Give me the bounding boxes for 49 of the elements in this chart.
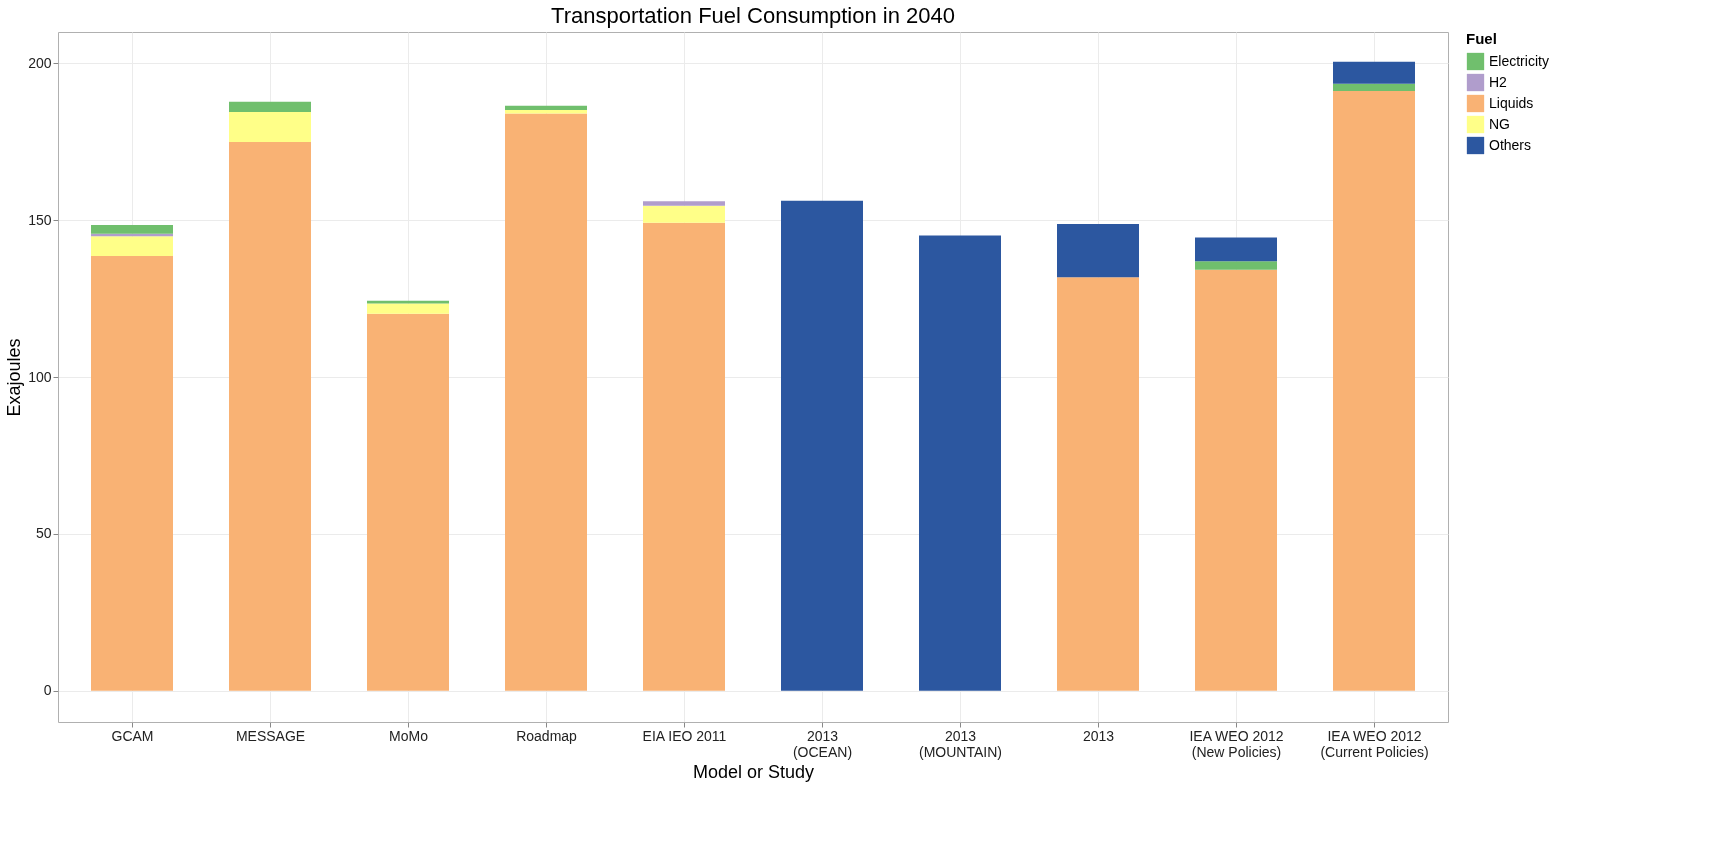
y-tick-label: 0 [43, 682, 52, 699]
x-tick-label: 2013 (MOUNTAIN) [919, 727, 1002, 760]
legend-label: Electricity [1489, 52, 1549, 69]
bar [505, 110, 587, 114]
y-tick-label: 100 [28, 368, 52, 385]
x-tick-label: 2013 (OCEAN) [792, 727, 853, 760]
bar [1057, 223, 1139, 278]
chart-title: Transportation Fuel Consumption in 2040 [551, 3, 955, 28]
bar [229, 111, 311, 143]
x-tick-label: IEA WEO 2012 (New Policies) [1189, 727, 1284, 760]
y-axis-title: Exajoules [4, 338, 25, 417]
bar [91, 224, 173, 234]
bar [367, 313, 449, 691]
x-tick-label: GCAM [111, 727, 154, 744]
bar [919, 235, 1001, 691]
bar [1057, 277, 1139, 691]
bar [1333, 83, 1415, 91]
bar [1195, 261, 1277, 270]
bar [1333, 90, 1415, 691]
x-tick-label: MoMo [389, 727, 429, 744]
bar [505, 113, 587, 691]
x-tick-label: EIA IEO 2011 [642, 727, 727, 744]
x-axis-title: Model or Study [692, 761, 815, 782]
bar [781, 200, 863, 691]
bar [1195, 269, 1277, 691]
legend-label: H2 [1489, 73, 1508, 90]
y-tick-label: 150 [28, 211, 52, 228]
bar [229, 142, 311, 691]
bar [1195, 237, 1277, 262]
bar [643, 222, 725, 691]
x-tick-label: MESSAGE [235, 727, 306, 744]
bar [229, 101, 311, 112]
x-tick-label: IEA WEO 2012 (Current Policies) [1320, 727, 1429, 760]
x-tick-label: Roadmap [516, 727, 578, 744]
bar [643, 201, 725, 206]
y-tick-label: 200 [28, 54, 52, 71]
bar [91, 255, 173, 691]
bar [643, 205, 725, 223]
bar [367, 300, 449, 304]
bar [367, 303, 449, 314]
bar [505, 105, 587, 111]
legend-label: NG [1489, 115, 1510, 132]
bar [1333, 61, 1415, 84]
legend-title: Fuel [1466, 30, 1497, 47]
y-tick-label: 50 [35, 525, 52, 542]
legend-label: Others [1489, 136, 1532, 153]
legend-label: Liquids [1489, 94, 1534, 111]
bar [91, 236, 173, 256]
x-tick-label: 2013 [1082, 727, 1115, 744]
